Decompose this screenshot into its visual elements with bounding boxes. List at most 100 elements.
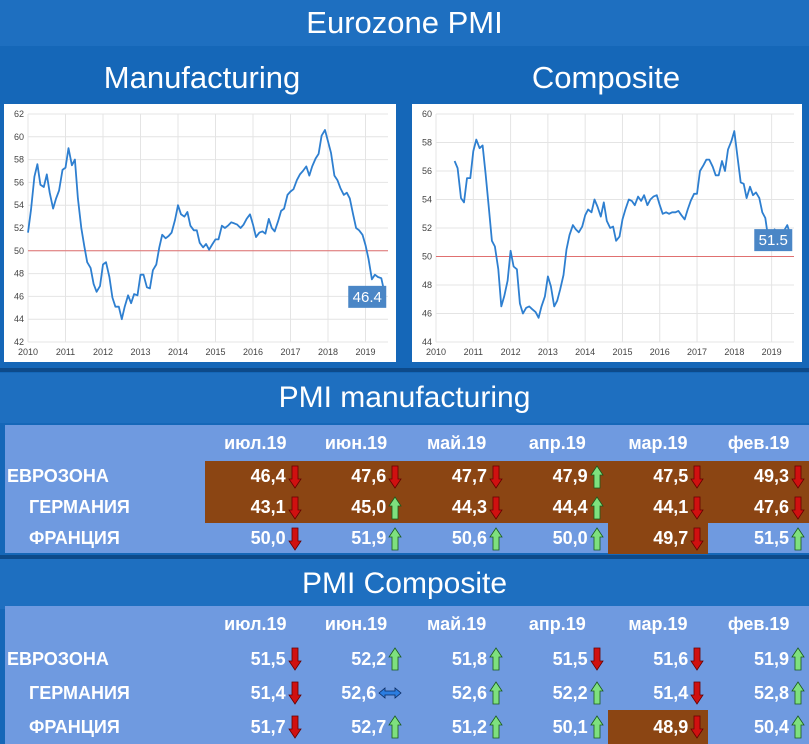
x-tick-label: 2012 [501,347,521,357]
table-cell: 48,9 [607,710,709,744]
arrow-up-icon [791,526,805,551]
arrow-down-icon [690,465,705,489]
table-row: ФРАНЦИЯ 51,7 52,7 51,2 50,1 48,9 50,4 [5,710,809,744]
table-cell: 44,1 [607,492,709,523]
x-tick-label: 2018 [318,347,338,357]
arrow-up-icon [489,681,503,705]
column-header: июл.19 [224,432,287,453]
table-cell: 47,9 [506,461,608,492]
arrow-down-icon [690,527,705,551]
y-tick-label: 62 [14,109,24,119]
row-label: ГЕРМАНИЯ [29,497,130,517]
table-cell: 47,5 [607,461,709,492]
x-tick-label: 2019 [762,347,782,357]
table-cell: 51,2 [406,710,507,744]
cell-value: 51,9 [351,528,387,548]
cell-value: 47,5 [653,466,689,486]
cell-value: 50,0 [552,528,588,548]
table-row: ГЕРМАНИЯ 43,1 45,0 44,3 44,4 44,1 47,6 [5,492,809,523]
arrow-up-icon [388,715,403,739]
series-line [27,129,386,321]
arrow-up-icon [791,647,805,671]
cell-value: 51,4 [653,682,689,703]
cell-value: 51,2 [451,716,487,737]
cell-value: 48,9 [653,716,689,737]
arrow-down-icon [287,465,302,489]
cell-value: 44,1 [653,497,689,517]
cell-value: 51,5 [753,528,789,548]
manufacturing-table: июл.19 июн.19 май.19 апр.19 мар.19 фев.1… [5,425,809,554]
column-header: июн.19 [324,432,388,453]
y-tick-label: 58 [422,138,432,148]
cell-value: 52,7 [351,716,387,737]
cell-value: 51,5 [250,648,286,669]
column-header: апр.19 [528,432,586,453]
table-cell: 49,7 [607,523,709,554]
cell-value: 52,6 [451,682,487,703]
column-header: мар.19 [628,432,688,453]
column-header: май.19 [427,613,487,634]
arrow-down-icon [690,496,705,520]
y-tick-label: 58 [14,155,24,165]
table-cell: 51,5 [507,642,608,676]
manufacturing-chart-panel: 42 44 46 48 50 52 54 56 58 60 62 2010 2011 2012 2013 20… [4,104,396,362]
table-cell: 44,4 [506,492,608,523]
arrow-left-right-icon [378,681,402,705]
table-cell: 51,7 [205,710,306,744]
last-value-box [348,285,387,308]
x-tick-label: 2015 [205,347,225,357]
arrow-up-icon [589,464,604,489]
column-header: июл.19 [224,613,287,634]
x-tick-label: 2016 [243,347,263,357]
cell-value: 50,4 [753,716,789,737]
table-cell: 52,7 [306,710,407,744]
cell-value: 50,0 [250,528,286,548]
table-row: ЕВРОЗОНА 51,5 52,2 51,8 51,5 51,6 51,9 [5,642,809,676]
arrow-down-icon [287,715,302,739]
column-header: мар.19 [628,613,688,634]
cell-value: 51,4 [250,682,286,703]
cell-value: 52,2 [351,648,387,669]
y-tick-label: 46 [14,291,24,301]
table-cell: 51,4 [205,676,306,710]
table-cell: 49,3 [708,461,809,492]
x-tick-label: 2019 [355,347,375,357]
y-tick-label: 60 [422,109,432,119]
y-tick-label: 54 [422,195,432,205]
x-tick-label: 2014 [168,347,188,357]
arrow-down-icon [791,465,805,489]
composite-chart-panel: 44 46 48 50 52 54 56 58 60 2010 2011 2012 2013 2014 20… [412,104,802,362]
table-cell: 51,8 [406,642,507,676]
arrow-down-icon [690,715,705,739]
table-cell: 43,1 [205,492,306,523]
y-tick-label: 42 [14,337,24,347]
cell-value: 44,4 [552,497,588,517]
table-row: ЕВРОЗОНА 46,4 47,6 47,7 47,9 47,5 49,3 [5,461,809,492]
table-header-row: июл.19 июн.19 май.19 апр.19 мар.19 фев.1… [5,606,809,642]
table-row: ФРАНЦИЯ 50,0 51,9 50,6 50,0 49,7 51,5 [5,523,809,554]
manufacturing-table-title: PMI manufacturing [0,373,809,423]
table-row: ГЕРМАНИЯ 51,4 52,6 52,6 52,2 51,4 52,8 [5,676,809,710]
column-header: апр.19 [528,613,586,634]
column-header: май.19 [427,432,487,453]
page-title: Eurozone PMI [0,0,809,46]
table-cell: 46,4 [205,461,306,492]
x-tick-label: 2010 [18,347,38,357]
arrow-down-icon [690,647,705,671]
corner-cell [5,425,205,461]
table-cell: 51,4 [608,676,709,710]
cell-value: 47,6 [351,466,387,486]
cell-value: 44,3 [451,497,487,517]
table-cell: 44,3 [406,492,507,523]
row-label: ФРАНЦИЯ [29,716,120,737]
cell-value: 47,7 [451,466,487,486]
arrow-up-icon [589,495,604,520]
cell-value: 51,6 [653,648,689,669]
arrow-up-icon [589,681,604,705]
manufacturing-chart: 42 44 46 48 50 52 54 56 58 60 62 2010 2011 2012 2013 20… [14,109,388,357]
arrow-down-icon [287,496,302,520]
arrow-up-icon [388,495,403,520]
y-tick-label: 52 [422,223,432,233]
y-tick-label: 60 [14,132,24,142]
x-tick-label: 2018 [724,347,744,357]
